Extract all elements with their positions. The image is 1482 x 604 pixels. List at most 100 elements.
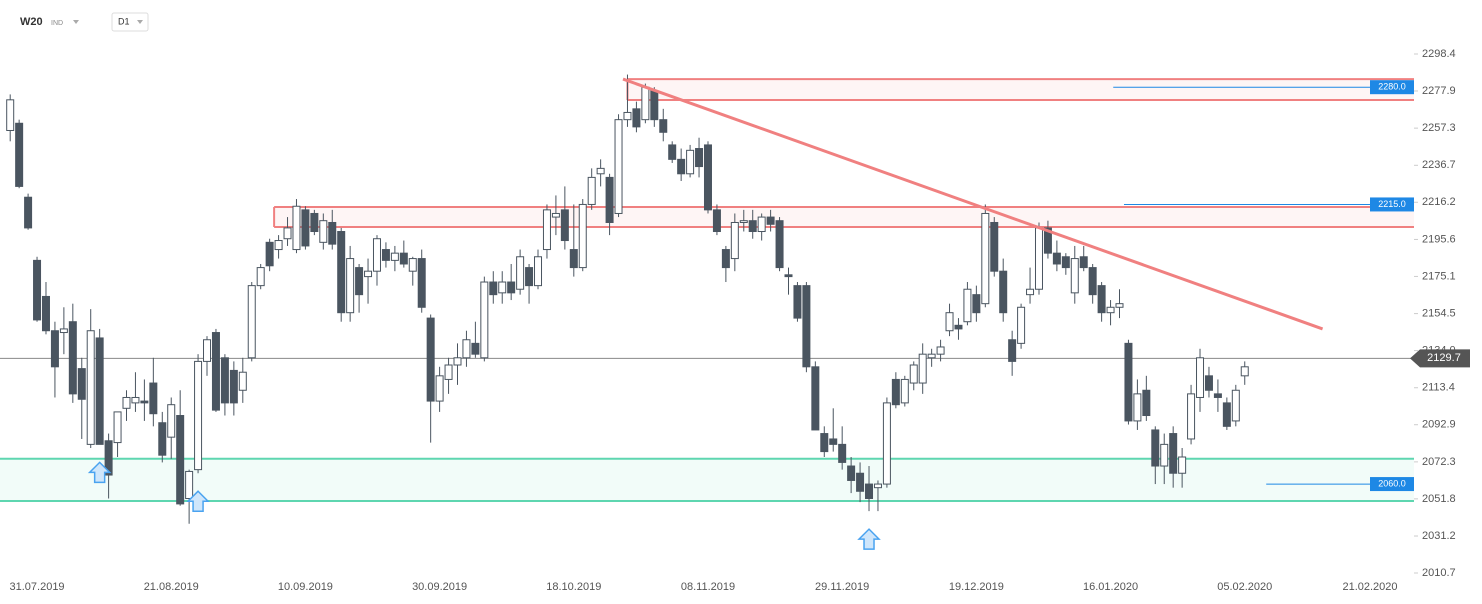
candle-body	[936, 346, 945, 355]
candle-body	[856, 472, 865, 492]
candle-body	[1088, 267, 1097, 296]
level-label: 2280.0	[1378, 82, 1406, 92]
x-tick-label: 31.07.2019	[10, 581, 65, 593]
candle-body	[1142, 389, 1151, 417]
candle-body	[1052, 252, 1061, 265]
candle-body	[417, 258, 426, 308]
candle-body	[167, 404, 176, 438]
candle-body	[1061, 256, 1070, 269]
candle-body	[865, 483, 874, 499]
candle-body	[6, 99, 15, 131]
candle-body	[390, 252, 399, 261]
level-label: 2215.0	[1378, 199, 1406, 209]
candle-body	[605, 176, 614, 223]
candle-body	[328, 221, 337, 245]
candle-body	[1008, 339, 1017, 362]
candle-body	[203, 339, 212, 362]
candle-body	[972, 294, 981, 314]
symbol: W20	[20, 16, 43, 28]
candle-body	[927, 353, 936, 359]
candle-body	[614, 119, 623, 214]
candle-body	[185, 470, 194, 499]
candle-body	[1151, 429, 1160, 467]
up-arrow	[186, 490, 210, 512]
candle-body	[793, 285, 802, 319]
candle-body	[829, 438, 838, 445]
candle-body	[999, 270, 1008, 314]
candle-body	[623, 111, 632, 121]
candle-body	[918, 353, 927, 384]
candle-body	[274, 240, 283, 251]
candle-body	[757, 216, 766, 233]
candle-body	[1026, 288, 1035, 296]
candle-body	[50, 330, 59, 368]
candle-body	[453, 357, 462, 366]
y-tick-label: 2154.5	[1422, 307, 1456, 319]
x-tick-label: 16.01.2020	[1083, 581, 1138, 593]
x-tick-label: 21.02.2020	[1342, 581, 1397, 593]
candle-body	[211, 332, 220, 411]
candle-body	[301, 209, 310, 247]
candle-body	[873, 483, 882, 489]
candle-body	[256, 267, 265, 287]
candle-body	[775, 220, 784, 269]
candle-body	[86, 330, 95, 445]
candle-body	[399, 252, 408, 265]
candle-body	[426, 317, 435, 402]
candle-body	[507, 281, 516, 294]
up-arrow	[87, 461, 112, 484]
y-tick-label: 2195.6	[1422, 233, 1456, 245]
x-tick-label: 05.02.2020	[1217, 581, 1272, 593]
candle-body	[587, 176, 596, 205]
price-label-box	[1410, 349, 1470, 368]
candle-body	[247, 285, 256, 359]
candle-body	[149, 382, 158, 415]
candle-body	[435, 375, 444, 402]
candle-body	[542, 209, 551, 251]
level-label-box	[1370, 477, 1414, 492]
candle-body	[1070, 258, 1079, 294]
candle-body	[748, 220, 757, 233]
candle-body	[1043, 227, 1052, 254]
candle-body	[238, 371, 247, 391]
candle-body	[838, 443, 847, 463]
y-tick-label: 2175.1	[1422, 270, 1456, 282]
candle-body	[176, 415, 185, 505]
interval[interactable]: D1	[118, 16, 130, 26]
dropdown-arrow	[73, 20, 79, 24]
candle-body	[650, 90, 659, 121]
candle-body	[95, 337, 104, 445]
level-label: 2060.0	[1378, 478, 1406, 488]
candle-body	[229, 369, 238, 404]
y-tick-label: 2113.4	[1422, 382, 1455, 394]
candle-body	[283, 227, 292, 240]
candle-body	[77, 368, 86, 400]
candle-body	[820, 433, 829, 453]
x-tick-label: 19.12.2019	[949, 581, 1004, 593]
candle-body	[24, 196, 33, 229]
candle-body	[677, 158, 686, 175]
trendline	[622, 77, 1324, 331]
candle-body	[882, 402, 891, 485]
candle-body	[569, 249, 578, 269]
candle-body	[113, 411, 122, 444]
candle-body	[891, 378, 900, 406]
candle-body	[444, 364, 453, 380]
candle-body	[381, 249, 390, 261]
y-tick-label: 2051.8	[1422, 493, 1456, 505]
candle-body	[811, 366, 820, 431]
candle-body	[372, 238, 381, 272]
x-tick-label: 21.08.2019	[144, 581, 199, 593]
y-tick-label: 2072.3	[1422, 456, 1456, 468]
candle-body	[784, 274, 793, 278]
y-tick-label: 2277.9	[1422, 85, 1456, 97]
candle-body	[59, 328, 68, 334]
y-tick-label: 2010.7	[1422, 567, 1456, 579]
candle-body	[158, 422, 167, 456]
interval-box[interactable]	[111, 12, 149, 32]
candle-body	[686, 149, 695, 175]
candle-body	[1178, 456, 1187, 474]
candle-body	[1106, 306, 1115, 314]
market[interactable]: IND	[51, 20, 63, 27]
up-arrow	[857, 528, 881, 550]
